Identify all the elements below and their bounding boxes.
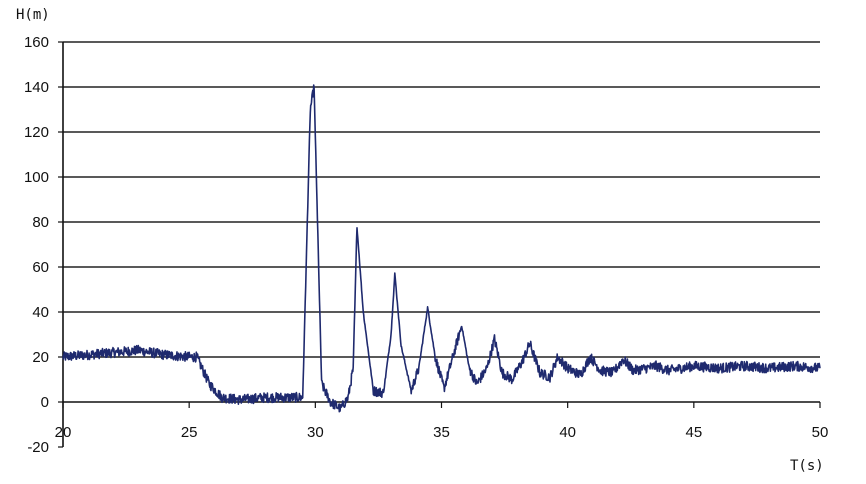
x-tick-label: 25	[181, 424, 198, 441]
x-tick-label: 20	[55, 424, 72, 441]
axes	[58, 41, 821, 448]
x-axis-label: T(s)	[790, 458, 824, 474]
y-tick-label: 40	[32, 304, 49, 321]
y-tick-label: 20	[32, 349, 49, 366]
y-tick-label: 60	[32, 259, 49, 276]
x-tick-label: 40	[559, 424, 576, 441]
tick-labels: -20 0 20 40 60 80 100 120 140 160 20 25 30 35 40 45 50	[24, 34, 828, 456]
x-tick-label: 30	[307, 424, 324, 441]
x-tick-label: 50	[812, 424, 829, 441]
y-tick-label: 80	[32, 214, 49, 231]
y-axis-label: H(m)	[16, 7, 50, 23]
y-tick-label: -20	[27, 439, 49, 456]
y-tick-label: 100	[24, 169, 49, 186]
y-tick-label: 160	[24, 34, 49, 51]
x-tick-label: 35	[433, 424, 450, 441]
y-tick-label: 0	[41, 394, 49, 411]
gridlines	[63, 41, 820, 358]
y-tick-label: 140	[24, 79, 49, 96]
y-tick-label: 120	[24, 124, 49, 141]
series-group	[62, 84, 821, 413]
series-line-0	[62, 84, 821, 413]
x-tick-label: 45	[685, 424, 702, 441]
